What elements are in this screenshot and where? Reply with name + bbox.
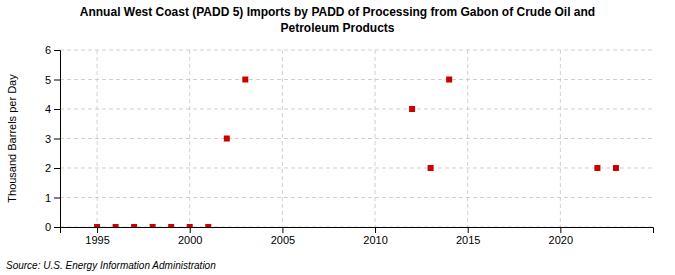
grid-line (189, 50, 190, 227)
tick-label: 3 (45, 133, 51, 145)
tick-label: 2020 (549, 234, 573, 246)
chart: 1995 2000 2005 2010 2015 2020 0 1 2 3 4 5 6 Annual We… (0, 0, 675, 275)
point (613, 165, 619, 171)
tick-mark (54, 50, 60, 51)
y-axis-title: Thousand Barrels per Day (6, 74, 18, 203)
tick-mark (54, 227, 60, 228)
tick-label: 5 (45, 74, 51, 86)
tick-label: 1 (45, 192, 51, 204)
point (131, 224, 137, 227)
tick: 2005 (271, 227, 295, 246)
points (94, 77, 619, 228)
tick-mark (54, 139, 60, 140)
tick-label: 0 (45, 221, 51, 233)
tick: 1995 (85, 227, 109, 246)
tick-mark (468, 227, 469, 233)
point (113, 224, 119, 227)
axis-line (54, 51, 61, 228)
tick-mark (54, 80, 60, 81)
point (594, 165, 600, 171)
tick-mark (54, 198, 60, 199)
grid-line (97, 50, 98, 227)
point (187, 224, 193, 227)
point (446, 77, 452, 83)
grid-line (60, 138, 653, 139)
tick: 6 (45, 44, 60, 56)
point (428, 165, 434, 171)
tick-label: 2 (45, 162, 51, 174)
grid-line (60, 109, 653, 110)
grid-line (60, 79, 653, 80)
y-axis: 0 1 2 3 4 5 6 (45, 44, 61, 233)
tick-label: 2000 (178, 234, 202, 246)
grid-line (467, 50, 468, 227)
point (94, 224, 100, 227)
tick: 0 (45, 221, 60, 233)
point (224, 136, 230, 142)
tick: 1 (45, 192, 60, 204)
tick: 2020 (549, 227, 573, 246)
x-axis: 1995 2000 2005 2010 2015 2020 (61, 227, 654, 246)
tick: 2015 (456, 227, 480, 246)
tick-mark (282, 227, 283, 233)
grid-line (560, 50, 561, 227)
grid (60, 50, 653, 227)
tick: 2000 (178, 227, 202, 246)
tick: 3 (45, 133, 60, 145)
tick-label: 2010 (363, 234, 387, 246)
point (205, 224, 211, 227)
tick-mark (54, 168, 60, 169)
grid-line (60, 50, 653, 51)
tick-label: 6 (45, 44, 51, 56)
point (242, 77, 248, 83)
tick-label: 4 (45, 103, 51, 115)
axis-line (61, 228, 654, 234)
tick-mark (97, 227, 98, 233)
tick-mark (375, 227, 376, 233)
point (168, 224, 174, 227)
grid-line (282, 50, 283, 227)
grid-line (375, 50, 376, 227)
tick: 5 (45, 74, 60, 86)
tick-label: 2005 (271, 234, 295, 246)
tick: 4 (45, 103, 60, 115)
point (150, 224, 156, 227)
grid-line (60, 197, 653, 198)
annotation: Source: U.S. Energy Information Administ… (6, 260, 216, 271)
title: Annual West Coast (PADD 5) Imports by PA… (80, 5, 595, 35)
tick-mark (560, 227, 561, 233)
grid-line (60, 168, 653, 169)
tick-label: 2015 (456, 234, 480, 246)
tick: 2010 (363, 227, 387, 246)
tick-mark (54, 109, 60, 110)
tick-mark (190, 227, 191, 233)
tick-label: 1995 (85, 234, 109, 246)
plot: 1995 2000 2005 2010 2015 2020 0 1 2 3 4 5 6 (45, 44, 654, 246)
point (409, 106, 415, 112)
tick: 2 (45, 162, 60, 174)
